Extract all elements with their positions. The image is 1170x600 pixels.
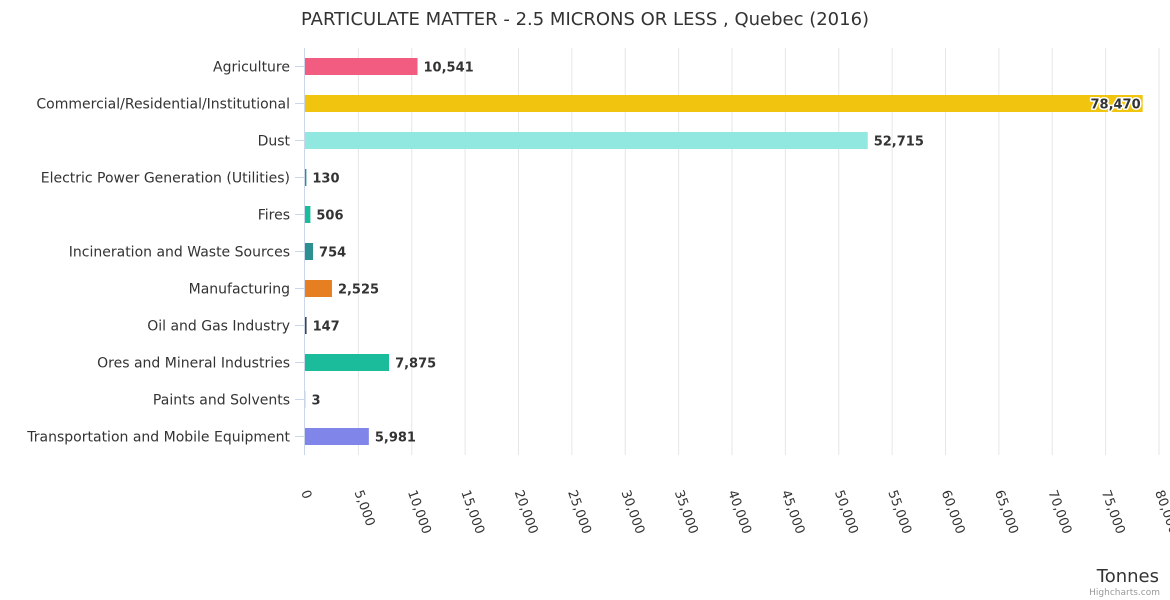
data-label: 78,470	[1090, 98, 1140, 113]
data-label: 2,525	[338, 283, 379, 298]
bar[interactable]	[305, 169, 307, 186]
category-label: Agriculture	[213, 60, 290, 76]
category-label: Commercial/Residential/Institutional	[36, 97, 290, 113]
data-label: 3	[312, 394, 321, 409]
category-label: Electric Power Generation (Utilities)	[41, 171, 290, 187]
category-label: Fires	[258, 208, 290, 224]
category-label: Oil and Gas Industry	[147, 319, 290, 335]
data-labels: 10,541 78,470 52,715 130 506 754 2,525 147 7,875…	[312, 61, 1143, 446]
bar[interactable]	[305, 206, 311, 223]
bar[interactable]	[305, 280, 332, 297]
data-label: 5,981	[375, 431, 416, 446]
bar[interactable]	[305, 428, 369, 445]
bar[interactable]	[305, 95, 1143, 112]
bar[interactable]	[305, 243, 314, 260]
category-label: Paints and Solvents	[153, 393, 290, 409]
bar[interactable]	[305, 58, 418, 75]
bars	[305, 58, 1143, 445]
category-label: Transportation and Mobile Equipment	[26, 430, 290, 446]
category-label: Incineration and Waste Sources	[69, 245, 290, 261]
credits-link[interactable]: Highcharts.com	[1089, 588, 1160, 598]
data-label: 130	[312, 172, 339, 187]
category-axis: Agriculture Commercial/Residential/Instit…	[26, 48, 305, 455]
data-label: 506	[316, 209, 343, 224]
data-label: 7,875	[395, 357, 436, 372]
bar[interactable]	[305, 354, 390, 371]
category-label: Dust	[258, 134, 291, 150]
bar[interactable]	[305, 317, 307, 334]
data-label: 754	[319, 246, 346, 261]
gridlines	[357, 48, 1160, 455]
category-label: Ores and Mineral Industries	[97, 356, 290, 372]
data-label: 10,541	[424, 61, 474, 76]
bar[interactable]	[305, 132, 868, 149]
bar[interactable]	[305, 391, 306, 408]
category-label: Manufacturing	[189, 282, 290, 298]
value-axis-title: Tonnes	[1096, 566, 1159, 587]
data-label: 147	[313, 320, 340, 335]
chart-title: PARTICULATE MATTER - 2.5 MICRONS OR LESS…	[301, 9, 869, 30]
data-label: 52,715	[874, 135, 924, 150]
